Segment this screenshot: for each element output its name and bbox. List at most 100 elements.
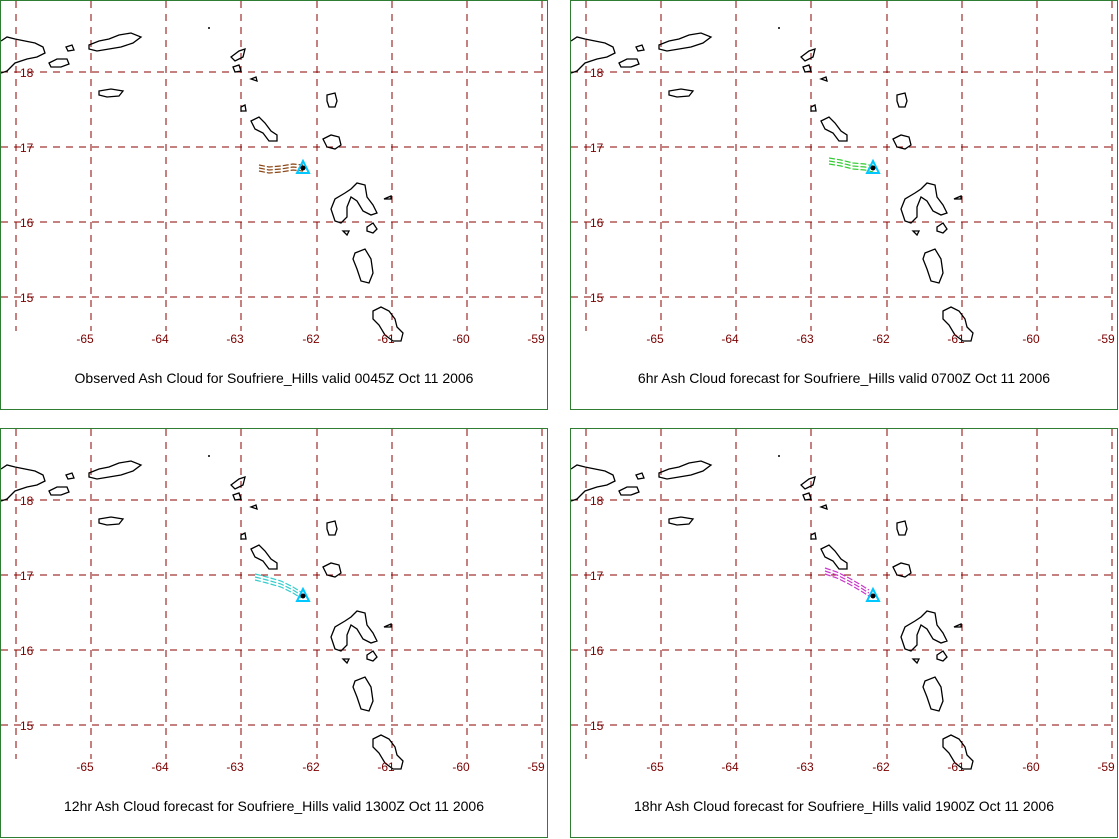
island-outline <box>330 610 378 652</box>
longitude-label: -62 <box>302 760 320 774</box>
grid-lines <box>571 1 1117 331</box>
longitude-label: -60 <box>1022 332 1040 346</box>
ash-cloud-outline <box>824 567 870 591</box>
latitude-label: 17 <box>20 141 34 155</box>
latitude-label: 16 <box>20 216 34 230</box>
island-outline <box>635 44 645 52</box>
latitude-label: 16 <box>20 644 34 658</box>
island-outline <box>98 88 125 98</box>
volcano-dot <box>870 593 876 599</box>
island-outline <box>65 44 75 52</box>
ash-cloud-outline <box>254 576 302 596</box>
ash-cloud <box>254 573 302 599</box>
volcano-icon <box>295 158 311 174</box>
island-outline <box>668 88 695 98</box>
latitude-labels: 18 17 16 15 <box>20 66 34 305</box>
island-outline <box>249 76 258 82</box>
caption-observed: Observed Ash Cloud for Soufriere_Hills v… <box>74 370 474 386</box>
longitude-labels: -65 -64 -63 -62 -61 -60 -59 <box>646 760 1115 774</box>
caption-6hr: 6hr Ash Cloud forecast for Soufriere_Hil… <box>637 370 1051 386</box>
grid-lines <box>1 1 547 331</box>
island-outline <box>48 58 70 68</box>
island-outline <box>800 48 816 62</box>
coastlines <box>1 460 404 770</box>
longitude-labels: -65 -64 -63 -62 -61 -60 -59 <box>76 332 545 346</box>
island-outline <box>230 476 246 490</box>
longitude-label: -63 <box>796 332 814 346</box>
island-outline <box>372 734 404 770</box>
ash-cloud <box>828 157 874 173</box>
island-outline <box>352 676 374 712</box>
longitude-labels: -65 -64 -63 -62 -61 -60 -59 <box>646 332 1115 346</box>
volcano-icon <box>865 586 881 602</box>
volcano-icon <box>865 158 881 174</box>
island-outline <box>88 460 143 480</box>
longitude-label: -61 <box>947 760 965 774</box>
island-outline <box>911 658 921 665</box>
longitude-label: -65 <box>646 760 664 774</box>
island-outline <box>322 134 342 150</box>
ash-cloud-outline <box>828 160 874 170</box>
latitude-label: 17 <box>590 141 604 155</box>
island-outline <box>1 464 46 502</box>
caption-18hr: 18hr Ash Cloud forecast for Soufriere_Hi… <box>634 798 1054 814</box>
latitude-label: 18 <box>20 494 34 508</box>
island-outline <box>230 48 246 62</box>
island-outline <box>668 516 695 526</box>
coastlines <box>571 32 974 342</box>
longitude-label: -64 <box>721 760 739 774</box>
island-outline <box>383 623 392 628</box>
island-outline <box>802 64 812 73</box>
ash-cloud <box>824 567 870 597</box>
island-outline <box>936 222 948 234</box>
ash-cloud-outline <box>828 157 874 167</box>
volcano-dot <box>300 165 306 171</box>
longitude-label: -60 <box>452 760 470 774</box>
island-outline <box>922 248 944 284</box>
longitude-label: -59 <box>1097 760 1115 774</box>
island-outline <box>48 486 70 496</box>
island-outline <box>240 104 247 112</box>
island-outline <box>249 504 258 510</box>
grid-lines <box>571 429 1117 759</box>
latitude-label: 18 <box>590 494 604 508</box>
longitude-label: -59 <box>527 332 545 346</box>
island-outline <box>366 222 378 234</box>
longitude-label: -65 <box>76 760 94 774</box>
island-outline <box>892 562 912 578</box>
volcano-icon <box>295 586 311 602</box>
longitude-label: -65 <box>76 332 94 346</box>
island-outline <box>658 460 713 480</box>
island-outline <box>942 734 974 770</box>
island-outline <box>942 306 974 342</box>
ash-cloud-outline <box>254 573 302 593</box>
islet-dot <box>778 455 780 457</box>
island-outline <box>232 492 242 501</box>
ash-cloud-outline <box>824 573 870 597</box>
ash-cloud-outline <box>824 570 870 594</box>
map-observed: 18 17 16 15 -65 -64 -63 -62 -61 -60 -59 <box>1 1 547 346</box>
panel-observed: 18 17 16 15 -65 -64 -63 -62 -61 -60 -59 Observed A… <box>0 0 548 410</box>
island-outline <box>232 64 242 73</box>
island-outline <box>900 182 948 224</box>
island-outline <box>352 248 374 284</box>
longitude-label: -64 <box>721 332 739 346</box>
longitude-label: -63 <box>226 332 244 346</box>
island-outline <box>936 650 948 662</box>
latitude-label: 15 <box>20 291 34 305</box>
island-outline <box>922 676 944 712</box>
ash-cloud-outline <box>258 166 304 171</box>
island-outline <box>1 36 46 74</box>
longitude-label: -62 <box>302 332 320 346</box>
longitude-label: -62 <box>872 332 890 346</box>
island-outline <box>250 116 278 142</box>
latitude-labels: 18 17 16 15 <box>590 494 604 733</box>
island-outline <box>900 610 948 652</box>
longitude-label: -62 <box>872 760 890 774</box>
island-outline <box>896 92 908 108</box>
latitude-label: 18 <box>590 66 604 80</box>
latitude-labels: 18 17 16 15 <box>590 66 604 305</box>
longitude-label: -64 <box>151 760 169 774</box>
island-outline <box>896 520 908 536</box>
island-outline <box>571 464 616 502</box>
